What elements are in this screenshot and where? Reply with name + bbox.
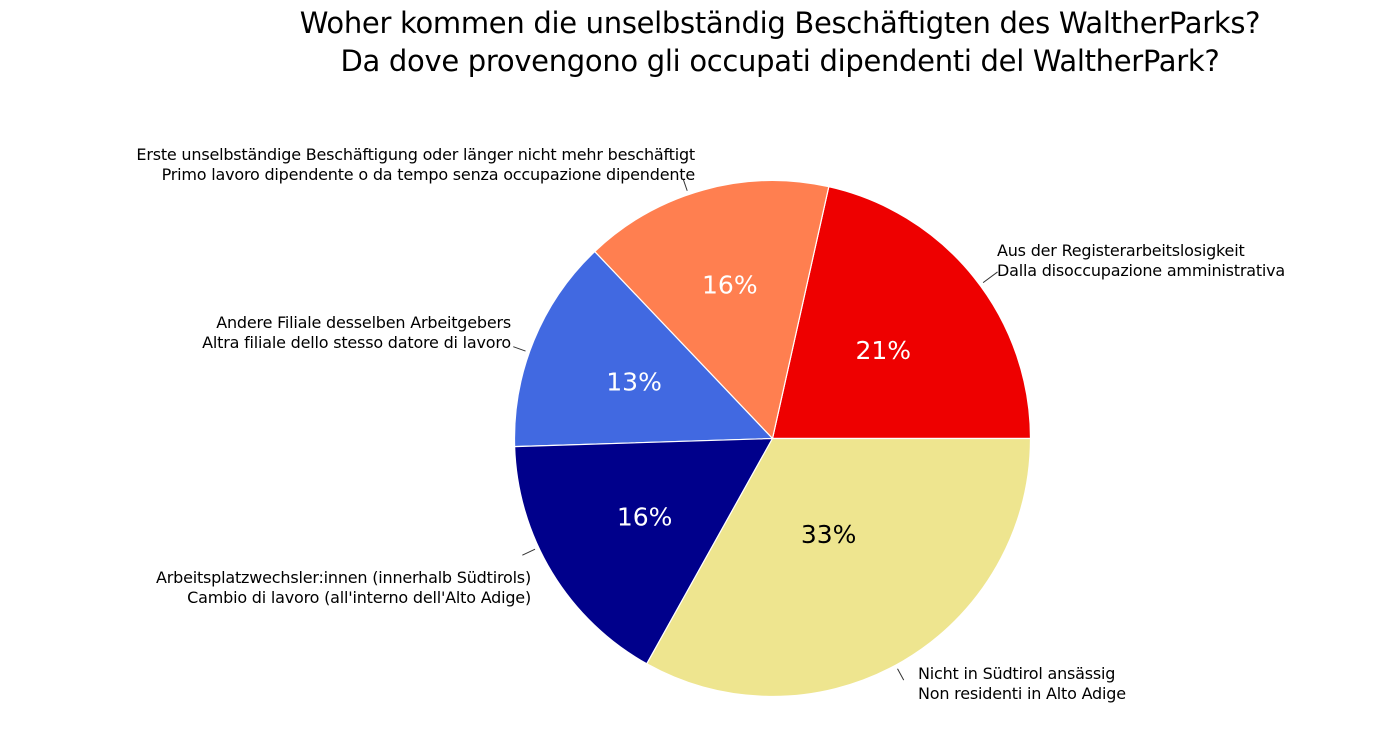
- slice-label-erste-beschaeftigung: Erste unselbständige Beschäftigung oder …: [136, 145, 695, 185]
- slice-label-it: Primo lavoro dipendente o da tempo senza…: [161, 165, 696, 184]
- slice-label-registerarbeitslosigkeit: Aus der Registerarbeitslosigkeit Dalla d…: [997, 241, 1285, 281]
- slice-percent-label: 13%: [606, 368, 662, 397]
- slice-label-it: Dalla disoccupazione amministrativa: [997, 261, 1286, 280]
- slice-percent-label: 16%: [617, 502, 673, 531]
- slice-percent-label: 16%: [702, 270, 758, 299]
- pie-slice-nicht-ansaessig: [645, 437, 1032, 698]
- leader-line: [897, 668, 905, 681]
- slice-label-andere-filiale: Andere Filiale desselben Arbeitgebers Al…: [202, 313, 511, 353]
- pie-slice-andere-filiale: [513, 250, 774, 448]
- slice-label-de: Arbeitsplatzwechsler:innen (innerhalb Sü…: [156, 568, 531, 587]
- slice-label-it: Altra filiale dello stesso datore di lav…: [202, 333, 511, 352]
- slice-label-de: Aus der Registerarbeitslosigkeit: [997, 241, 1245, 260]
- slice-label-de: Erste unselbständige Beschäftigung oder …: [136, 145, 695, 164]
- leader-line: [522, 548, 536, 556]
- leader-line: [513, 346, 526, 352]
- pie-slice-registerarbeitslosigkeit: [771, 185, 1032, 440]
- slice-percent-label: 33%: [801, 520, 857, 549]
- slice-label-it: Cambio di lavoro (all'interno dell'Alto …: [187, 588, 531, 607]
- slice-percent-label: 21%: [855, 336, 911, 365]
- leader-line: [682, 179, 688, 191]
- slice-label-nicht-ansaessig: Nicht in Südtirol ansässig Non residenti…: [918, 664, 1126, 704]
- leader-line: [982, 271, 998, 284]
- slice-label-de: Nicht in Südtirol ansässig: [918, 664, 1116, 683]
- pie-slice-erste-beschaeftigung: [593, 179, 830, 440]
- pie-slice-arbeitsplatzwechsler: [514, 437, 774, 665]
- chart-title: Woher kommen die unselbständig Beschäfti…: [299, 6, 1261, 40]
- chart-subtitle: Da dove provengono gli occupati dipenden…: [340, 44, 1220, 78]
- slice-label-arbeitsplatzwechsler: Arbeitsplatzwechsler:innen (innerhalb Sü…: [156, 568, 531, 608]
- slice-label-de: Andere Filiale desselben Arbeitgebers: [216, 313, 511, 332]
- slice-label-it: Non residenti in Alto Adige: [918, 684, 1126, 703]
